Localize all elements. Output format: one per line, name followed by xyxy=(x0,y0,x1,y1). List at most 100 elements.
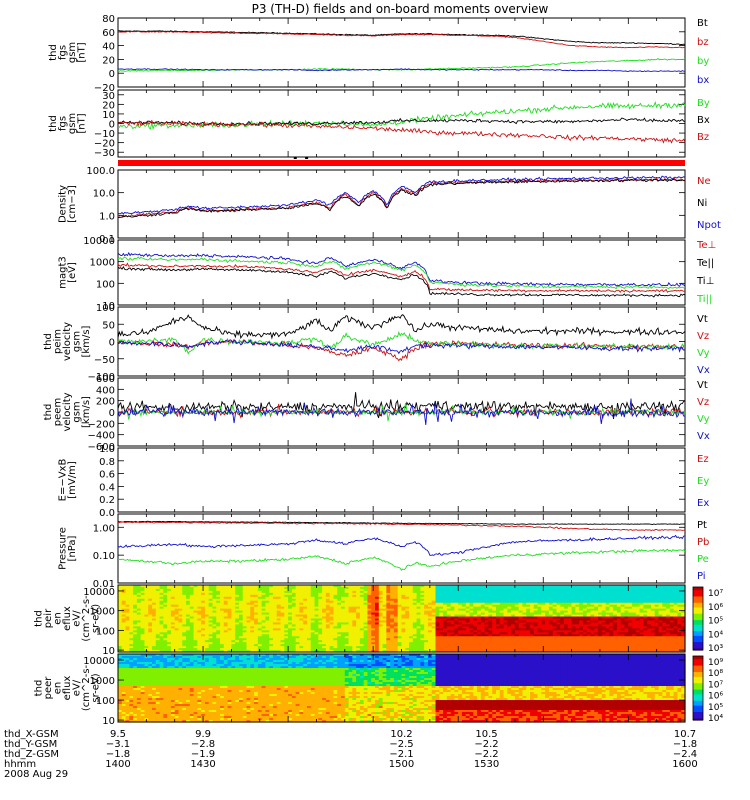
heat-cell xyxy=(265,602,270,606)
heat-cell xyxy=(269,628,274,631)
heat-cell xyxy=(246,624,251,627)
heat-cell xyxy=(484,636,490,639)
heat-cell xyxy=(375,650,380,653)
heat-cell xyxy=(382,634,387,637)
heat-cell xyxy=(307,586,312,590)
heat-cell xyxy=(480,626,486,629)
heat-cell xyxy=(265,596,270,600)
heat-cell xyxy=(567,650,573,653)
heat-cell xyxy=(443,604,448,608)
heat-cell xyxy=(208,620,214,624)
heat-cell xyxy=(363,602,369,606)
heat-cell xyxy=(499,585,505,588)
heat-cell xyxy=(601,604,607,608)
heat-cell xyxy=(220,594,225,598)
heat-cell xyxy=(548,600,554,604)
heat-cell xyxy=(227,648,232,651)
heat-cell xyxy=(208,596,214,600)
heat-cell xyxy=(310,628,316,631)
heat-cell xyxy=(186,608,191,612)
heat-cell xyxy=(488,590,493,594)
heat-cell xyxy=(443,612,448,616)
heat-cell xyxy=(318,618,323,622)
legend-entry: Te⊥ xyxy=(696,240,716,251)
heat-cell xyxy=(269,624,274,627)
heat-cell xyxy=(257,646,263,649)
heat-cell xyxy=(499,638,505,641)
heat-cell xyxy=(390,586,395,590)
heat-cell xyxy=(288,620,293,624)
heat-cell xyxy=(431,585,437,588)
heat-cell xyxy=(560,586,565,590)
heat-cell xyxy=(458,602,463,606)
heat-cell xyxy=(420,644,425,647)
heat-cell xyxy=(465,622,471,626)
heat-cell xyxy=(148,588,153,592)
heat-cell xyxy=(208,598,214,602)
heat-cell xyxy=(159,606,164,610)
heat-cell xyxy=(371,598,376,602)
heat-cell xyxy=(378,630,384,633)
heat-cell xyxy=(291,596,297,600)
heat-cell xyxy=(344,618,350,622)
heat-cell xyxy=(514,632,520,635)
heat-cell xyxy=(594,638,599,641)
heat-cell xyxy=(590,588,595,592)
heat-cell xyxy=(458,622,463,626)
heat-cell xyxy=(235,648,240,651)
heat-cell xyxy=(329,620,335,624)
heat-cell xyxy=(371,630,376,633)
heat-cell xyxy=(435,620,440,624)
heat-cell xyxy=(322,632,327,635)
heat-cell xyxy=(537,644,542,647)
heat-cell xyxy=(216,640,221,643)
heat-cell xyxy=(488,598,493,602)
heat-cell xyxy=(163,608,168,612)
heat-cell xyxy=(503,608,508,612)
heat-cell xyxy=(477,638,482,641)
heat-cell xyxy=(329,634,335,637)
heat-cell xyxy=(167,618,172,622)
y-axis-label: gsm xyxy=(72,401,83,422)
heat-cell xyxy=(257,630,263,633)
heat-cell xyxy=(473,638,478,641)
heat-cell xyxy=(363,608,369,612)
heat-cell xyxy=(359,585,365,588)
heat-cell xyxy=(537,618,542,622)
heat-cell xyxy=(121,634,127,637)
heat-cell xyxy=(518,590,524,594)
heat-cell xyxy=(499,592,505,596)
heat-cell xyxy=(227,628,232,631)
heat-cell xyxy=(488,638,493,641)
heat-cell xyxy=(477,602,482,606)
heat-cell xyxy=(193,630,198,633)
heat-cell xyxy=(227,650,232,653)
heat-cell xyxy=(431,626,437,629)
heat-cell xyxy=(533,650,539,653)
heat-cell xyxy=(367,600,372,604)
heat-cell xyxy=(325,642,331,645)
heat-cell xyxy=(136,648,142,651)
heat-cell xyxy=(605,618,610,622)
heat-cell xyxy=(446,586,452,590)
heat-cell xyxy=(511,636,516,639)
heat-cell xyxy=(133,592,138,596)
heat-cell xyxy=(246,596,251,600)
y-tick-label: 1.0 xyxy=(99,444,115,455)
heat-cell xyxy=(216,618,221,622)
heat-cell xyxy=(148,585,153,588)
heat-cell xyxy=(341,598,346,602)
heat-cell xyxy=(303,628,308,631)
heat-cell xyxy=(582,602,588,606)
heat-cell xyxy=(564,596,569,600)
heat-cell xyxy=(435,650,440,653)
heat-cell xyxy=(397,588,403,592)
heat-cell xyxy=(378,640,384,643)
heat-cell xyxy=(242,590,248,594)
heat-cell xyxy=(598,614,603,618)
heat-cell xyxy=(431,650,437,653)
heat-cell xyxy=(197,606,202,610)
heat-cell xyxy=(257,588,263,592)
heat-cell xyxy=(212,594,217,598)
heat-cell xyxy=(223,640,229,643)
